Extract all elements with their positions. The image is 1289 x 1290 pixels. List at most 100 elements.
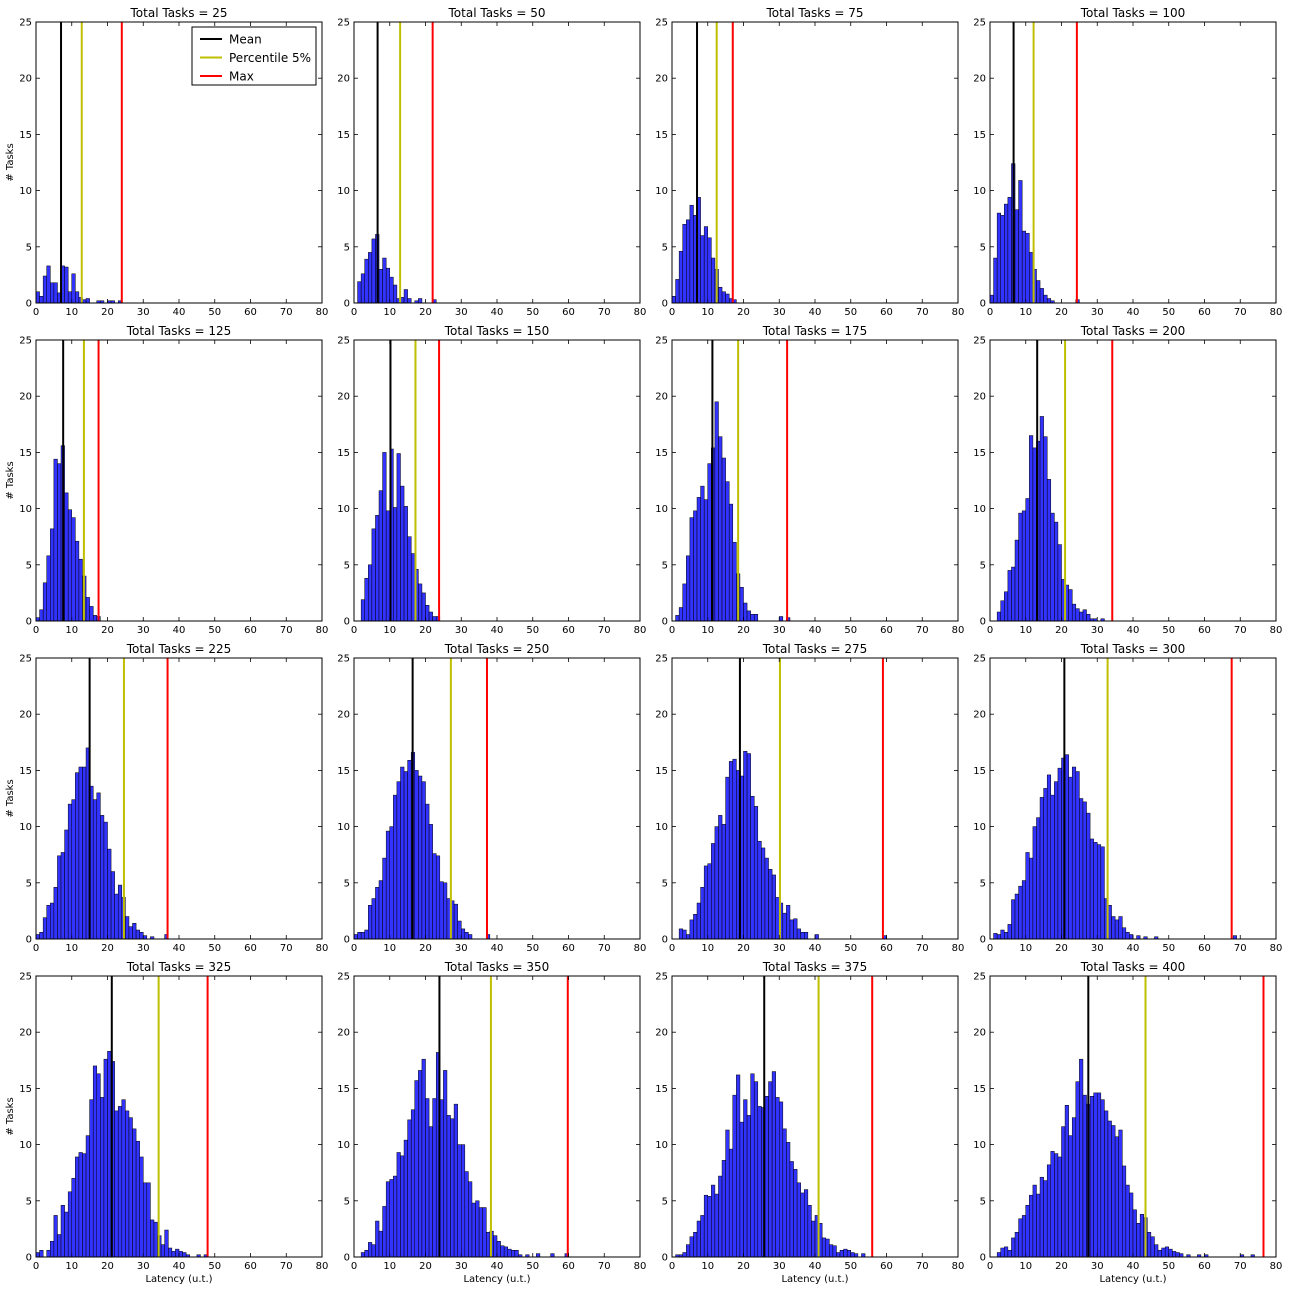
histogram-bar <box>732 1094 737 1258</box>
histogram-bar <box>385 1181 390 1258</box>
histogram-bar <box>139 932 144 940</box>
x-tick-label: 50 <box>208 625 221 636</box>
histogram-bar <box>471 1202 476 1258</box>
histogram-bar <box>1000 1247 1005 1258</box>
y-tick-label: 25 <box>337 336 350 347</box>
histogram-bar <box>743 751 748 940</box>
y-tick-label: 5 <box>344 878 350 889</box>
x-tick-label: 10 <box>65 1261 78 1272</box>
y-tick-label: 5 <box>344 242 350 253</box>
histogram-bar <box>371 238 376 304</box>
histogram-bar <box>103 821 108 940</box>
x-tick-label: 70 <box>1234 625 1247 636</box>
histogram-bar <box>675 615 680 622</box>
histogram-bar <box>725 293 730 304</box>
histogram-bar <box>357 932 362 940</box>
x-tick-label: 0 <box>987 625 993 636</box>
subplot-10: 0 10 20 30 40 50 60 70 80 0 5 10 15 20 25 Total Tasks =… <box>337 642 646 954</box>
histogram-bar <box>700 1215 705 1258</box>
histogram-bar <box>114 1110 119 1258</box>
x-tick-label: 0 <box>351 1261 357 1272</box>
histogram-bar <box>132 1128 137 1258</box>
histogram-bar <box>468 1181 473 1258</box>
histogram-bar <box>35 934 40 940</box>
histogram-bar <box>360 599 365 622</box>
histogram-bar <box>836 1252 841 1258</box>
x-tick-label: 40 <box>173 625 186 636</box>
subplot-title: Total Tasks = 250 <box>444 642 550 656</box>
histogram-bar <box>482 1207 487 1258</box>
histogram-bar <box>686 219 691 304</box>
histogram-bar <box>753 614 759 622</box>
x-tick-label: 40 <box>809 625 822 636</box>
legend-label: Percentile 5% <box>229 51 311 65</box>
y-axis-label: # Tasks <box>5 461 16 499</box>
histogram-bar <box>443 1070 448 1258</box>
histogram-bar <box>711 1184 716 1258</box>
histogram-bar <box>779 1101 784 1258</box>
histogram-bar <box>85 1135 90 1258</box>
histogram-bar <box>403 1139 408 1258</box>
y-tick-label: 5 <box>26 1196 32 1207</box>
histogram-bar <box>110 871 115 940</box>
histogram-bar <box>364 578 369 622</box>
x-tick-label: 30 <box>455 307 468 318</box>
histogram-bar <box>46 905 51 940</box>
histogram-bar <box>1011 566 1016 622</box>
x-tick-label: 20 <box>737 1261 750 1272</box>
histogram-bar <box>1075 771 1080 940</box>
histogram-bar <box>360 1252 365 1258</box>
histogram-bar <box>428 1126 433 1258</box>
subplot-15: 0 10 20 30 40 50 60 70 80 0 5 10 15 20 25 Total Tasks =… <box>655 960 964 1285</box>
x-tick-label: 30 <box>773 307 786 318</box>
histogram-bar <box>839 1250 844 1258</box>
histogram-bar <box>60 852 65 940</box>
y-tick-label: 20 <box>973 74 986 85</box>
y-tick-label: 0 <box>980 617 986 628</box>
subplot-title: Total Tasks = 325 <box>126 960 232 974</box>
histogram-bar <box>1021 880 1026 940</box>
x-tick-label: 30 <box>455 943 468 954</box>
x-tick-label: 20 <box>101 1261 114 1272</box>
histogram-bar <box>103 1058 108 1258</box>
histogram-bar <box>71 517 76 622</box>
histogram-bar <box>67 509 73 622</box>
histogram-bar <box>721 291 726 304</box>
histogram-bar <box>64 1211 69 1258</box>
x-tick-label: 70 <box>916 307 929 318</box>
histogram-bar <box>418 775 423 940</box>
histogram-bar <box>796 1182 801 1258</box>
histogram-bar <box>1046 774 1052 940</box>
x-tick-label: 0 <box>987 1261 993 1272</box>
histogram-bar <box>421 592 426 622</box>
histogram-bar <box>1154 1244 1159 1258</box>
histogram-bar <box>739 1121 744 1258</box>
histogram-bar <box>42 917 47 940</box>
y-tick-label: 0 <box>26 299 32 310</box>
histogram-bar <box>64 492 69 622</box>
histogram-bar <box>378 269 383 304</box>
histogram-bar <box>464 1171 469 1258</box>
y-tick-label: 0 <box>344 935 350 946</box>
histogram-bar <box>389 276 394 304</box>
x-tick-label: 30 <box>137 1261 150 1272</box>
histogram-bar <box>378 880 383 940</box>
histogram-bar <box>700 485 705 622</box>
x-tick-label: 20 <box>737 307 750 318</box>
histogram-bar <box>1007 197 1012 304</box>
histogram-bar <box>1029 1194 1034 1258</box>
x-tick-label: 60 <box>244 943 257 954</box>
histogram-bar <box>1043 788 1048 940</box>
x-tick-label: 50 <box>844 625 857 636</box>
y-tick-label: 5 <box>662 242 668 253</box>
y-tick-label: 15 <box>19 448 32 459</box>
x-tick-label: 50 <box>208 943 221 954</box>
subplot-title: Total Tasks = 125 <box>126 324 232 338</box>
y-tick-label: 0 <box>26 935 32 946</box>
y-tick-label: 5 <box>26 878 32 889</box>
histogram-bar <box>678 607 683 622</box>
histogram-bar <box>150 1219 155 1258</box>
histogram-bar <box>425 1098 430 1258</box>
histogram-bar <box>689 919 694 940</box>
histogram-bar <box>793 918 798 940</box>
